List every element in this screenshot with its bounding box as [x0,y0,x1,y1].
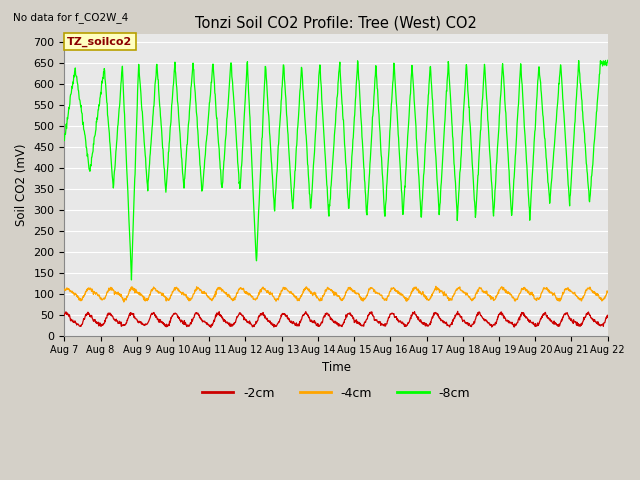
X-axis label: Time: Time [321,361,351,374]
Text: No data for f_CO2W_4: No data for f_CO2W_4 [13,12,128,23]
Legend: -2cm, -4cm, -8cm: -2cm, -4cm, -8cm [197,382,476,405]
Y-axis label: Soil CO2 (mV): Soil CO2 (mV) [15,144,28,226]
Text: TZ_soilco2: TZ_soilco2 [67,36,132,47]
Title: Tonzi Soil CO2 Profile: Tree (West) CO2: Tonzi Soil CO2 Profile: Tree (West) CO2 [195,15,477,30]
